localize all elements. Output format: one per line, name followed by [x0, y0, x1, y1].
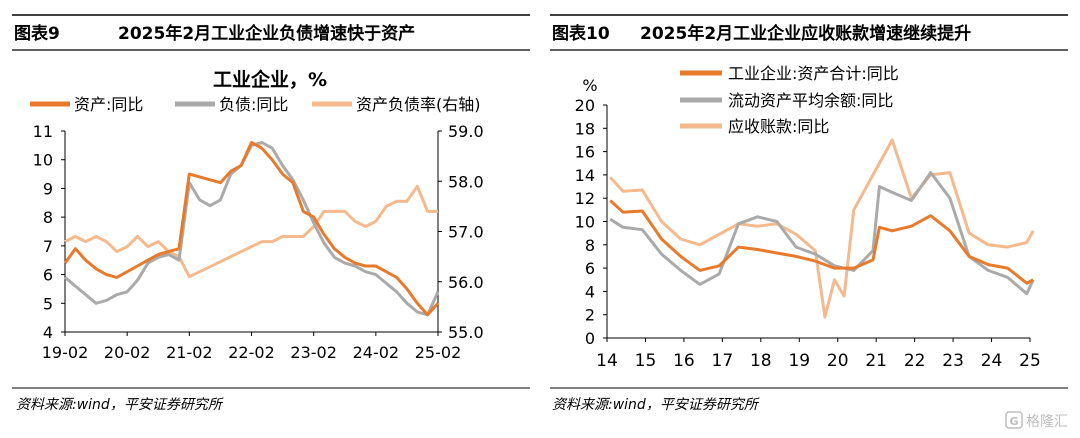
chart-2-legend-label: 应收账款:同比: [728, 117, 829, 136]
chart-2-y-tick-label: 6: [585, 259, 595, 278]
panel-left-title: 2025年2月工业企业负债增速快于资产: [118, 23, 415, 44]
panel-right-title: 2025年2月工业企业应收账款增速继续提升: [640, 23, 971, 44]
chart-2-series-line-2: [609, 138, 1035, 319]
chart-1-x-tick-label: 24-02: [353, 343, 400, 362]
chart-2-x-tick-label: 16: [673, 351, 695, 371]
panel-right: 图表10 2025年2月工业企业应收账款增速继续提升 资料来源:wind，平安证…: [550, 14, 1068, 413]
chart-1-legend-label: 资产:同比: [74, 95, 143, 114]
chart-2-x-tick-label: 21: [865, 351, 887, 371]
chart-1-left-tick-label: 7: [43, 237, 53, 256]
chart-2-x-tick-label: 20: [827, 351, 849, 371]
chart-2-x-tick-label: 25: [1019, 351, 1041, 371]
chart-1-left-tick-label: 4: [43, 323, 53, 342]
chart-1-left-tick-label: 11: [33, 122, 53, 141]
chart-1-left-tick-label: 6: [43, 266, 53, 285]
watermark-text: 格隆汇: [1026, 414, 1068, 430]
chart-1-right-tick-label: 57.0: [448, 223, 484, 242]
chart-2-series-line-0: [609, 199, 1034, 285]
chart-2-x-tick-label: 14: [596, 351, 618, 371]
chart-1-x-tick-label: 20-02: [104, 343, 151, 362]
chart-1-left-tick-label: 5: [43, 294, 53, 313]
chart-2-y-tick-label: 8: [585, 236, 595, 255]
chart-2-x-tick-label: 24: [981, 351, 1003, 371]
chart-1-right-tick-label: 59.0: [448, 122, 484, 141]
chart-2-y-tick-label: 2: [585, 306, 595, 325]
chart-1-title: 工业企业，%: [213, 68, 327, 91]
chart-2-x-tick-label: 22: [904, 351, 926, 371]
chart-1-right-tick-label: 56.0: [448, 273, 484, 292]
chart-2-legend-label: 流动资产平均余额:同比: [728, 91, 893, 110]
chart-2-y-unit: %: [582, 76, 597, 95]
chart-2-y-tick-label: 14: [575, 166, 595, 185]
chart-2-x-tick-label: 18: [750, 351, 772, 371]
chart-2-y-tick-label: 4: [585, 282, 595, 301]
panel-right-fig-label: 图表10: [552, 23, 610, 44]
chart-1-x-tick-label: 23-02: [290, 343, 337, 362]
chart-1-legend-label: 负债:同比: [219, 95, 288, 114]
panel-left-source: 资料来源:wind，平安证券研究所: [16, 397, 224, 413]
chart-1-right-tick-label: 58.0: [448, 172, 484, 191]
chart-1-x-tick-label: 22-02: [228, 343, 275, 362]
chart-2-lines: [609, 138, 1035, 319]
chart-1-series-line-2: [64, 184, 438, 279]
chart-1-x-tick-label: 19-02: [42, 343, 89, 362]
panel-left-fig-label: 图表9: [14, 23, 60, 44]
chart-2-y-tick-label: 10: [575, 213, 595, 232]
chart-2-y-tick-label: 0: [585, 329, 595, 348]
chart-2-y-tick-label: 20: [575, 96, 595, 115]
chart-2-x-tick-label: 17: [712, 351, 734, 371]
chart-2-legend-label: 工业企业:资产合计:同比: [728, 64, 899, 83]
watermark: G 格隆汇: [1005, 411, 1068, 430]
chart-1-left-tick-label: 10: [33, 151, 53, 170]
watermark-logo-glyph-icon: G: [1009, 415, 1018, 428]
chart-1-x-tick-label: 25-02: [415, 343, 462, 362]
chart-1-legend-label: 资产负债率(右轴): [356, 95, 481, 114]
chart-2-y-tick-label: 18: [575, 119, 595, 138]
chart-2-x-tick-label: 19: [788, 351, 810, 371]
chart-1-axes: 4 5 6 7 8 9 10 11 55.0 56.0 57.0 58.0 59.0 19-02 20-02…: [33, 122, 484, 362]
chart-2-y-tick-label: 16: [575, 143, 595, 162]
chart-2-y-tick-label: 12: [575, 189, 595, 208]
chart-1-left-tick-label: 9: [43, 179, 53, 198]
chart-2-x-tick-label: 23: [942, 351, 964, 371]
chart-1-lines: [63, 141, 440, 317]
chart-2-x-tick-label: 15: [635, 351, 657, 371]
panel-left: 图表9 2025年2月工业企业负债增速快于资产 资料来源:wind，平安证券研究…: [12, 14, 530, 413]
watermark-logo-icon: [1005, 411, 1023, 429]
chart-1-series-line-0: [63, 141, 440, 317]
chart-1-left-tick-label: 8: [43, 208, 53, 227]
chart-1-legend: 资产:同比 负债:同比 资产负债率(右轴): [30, 95, 481, 114]
chart-1: 工业企业，% 资产:同比 负债:同比 资产负债率(右轴) 4 5 6 7 8 9 10 11 55.…: [30, 68, 484, 362]
chart-1-x-tick-label: 21-02: [166, 343, 213, 362]
panel-right-source: 资料来源:wind，平安证券研究所: [552, 397, 760, 413]
chart-1-series-line-1: [64, 141, 440, 317]
chart-1-right-tick-label: 55.0: [448, 323, 484, 342]
